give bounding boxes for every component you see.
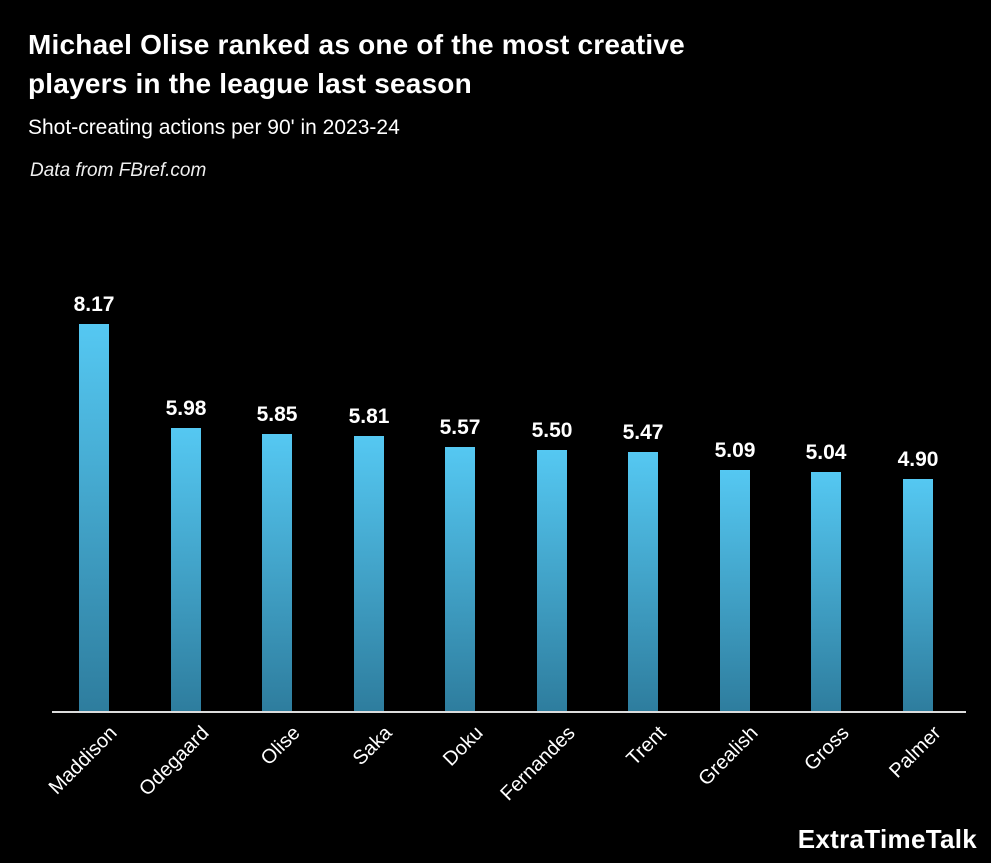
bar-value-label: 5.98 bbox=[165, 397, 207, 420]
bar-doku bbox=[445, 447, 475, 711]
bar-value-label: 5.85 bbox=[256, 403, 298, 426]
bar-value-label: 5.81 bbox=[348, 405, 390, 428]
chart-title-line2: players in the league last season bbox=[28, 67, 472, 99]
bar-value-label: 4.90 bbox=[897, 448, 939, 471]
bar-value-label: 5.57 bbox=[439, 416, 481, 439]
bar-saka bbox=[354, 436, 384, 711]
chart-title: Michael Olise ranked as one of the most … bbox=[28, 26, 788, 103]
chart-title-line1: Michael Olise ranked as one of the most … bbox=[28, 29, 685, 60]
bar-palmer bbox=[903, 479, 933, 711]
data-source-note: Data from FBref.com bbox=[30, 160, 207, 181]
branding-watermark: ExtraTimeTalk bbox=[797, 824, 977, 854]
bar-maddison bbox=[79, 324, 109, 711]
bar-value-label: 5.04 bbox=[805, 441, 847, 464]
bar-trent bbox=[628, 452, 658, 711]
bar-grealish bbox=[720, 470, 750, 711]
bar-odegaard bbox=[171, 428, 201, 711]
bar-value-label: 5.47 bbox=[622, 421, 664, 444]
bar-value-label: 5.09 bbox=[714, 439, 756, 462]
bar-olise bbox=[262, 434, 292, 711]
bar-value-label: 5.50 bbox=[531, 419, 573, 442]
chart-subtitle: Shot-creating actions per 90' in 2023-24 bbox=[28, 116, 400, 139]
x-axis-line bbox=[52, 711, 966, 713]
bar-value-label: 8.17 bbox=[73, 293, 115, 316]
bar-fernandes bbox=[537, 450, 567, 711]
bar-gross bbox=[811, 472, 841, 711]
